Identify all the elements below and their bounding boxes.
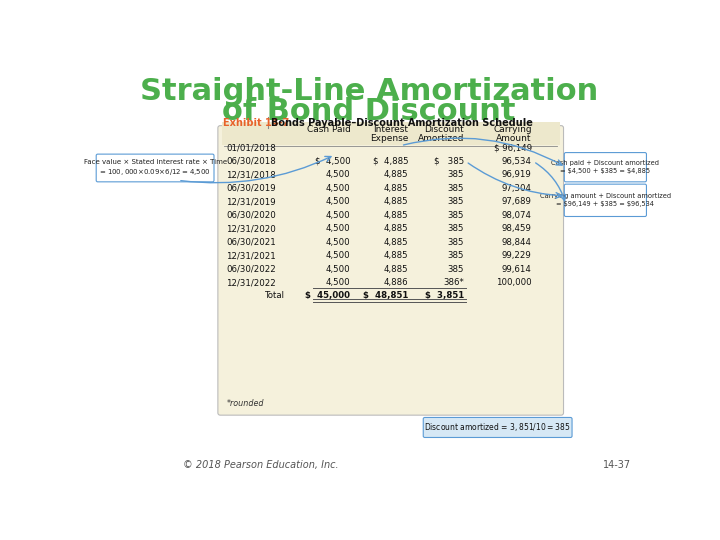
Text: $   385: $ 385 xyxy=(434,157,464,166)
Text: 4,500: 4,500 xyxy=(325,211,351,220)
Text: 98,844: 98,844 xyxy=(502,238,532,247)
Text: Discount amortized = $3,851 / 10 = $385: Discount amortized = $3,851 / 10 = $385 xyxy=(424,421,571,434)
Text: Interest: Interest xyxy=(374,125,408,134)
Text: 385: 385 xyxy=(448,171,464,179)
Text: 4,500: 4,500 xyxy=(325,265,351,274)
Text: 98,459: 98,459 xyxy=(502,224,532,233)
Text: 4,885: 4,885 xyxy=(384,224,408,233)
Text: 96,534: 96,534 xyxy=(502,157,532,166)
Text: Expense: Expense xyxy=(370,134,408,143)
Text: Bonds Payable–Discount Amortization Schedule: Bonds Payable–Discount Amortization Sche… xyxy=(271,118,534,129)
Text: 14-37: 14-37 xyxy=(603,460,631,470)
Text: 01/01/2018: 01/01/2018 xyxy=(226,144,276,152)
Text: © 2018 Pearson Education, Inc.: © 2018 Pearson Education, Inc. xyxy=(183,460,338,470)
Text: 12/31/2018: 12/31/2018 xyxy=(226,171,276,179)
Text: 385: 385 xyxy=(448,251,464,260)
Text: Straight-Line Amortization: Straight-Line Amortization xyxy=(140,77,598,106)
Text: 98,074: 98,074 xyxy=(502,211,532,220)
Text: 96,919: 96,919 xyxy=(502,171,532,179)
Text: 4,885: 4,885 xyxy=(384,238,408,247)
Text: 06/30/2021: 06/30/2021 xyxy=(226,238,276,247)
Text: 4,500: 4,500 xyxy=(325,238,351,247)
Text: 06/30/2018: 06/30/2018 xyxy=(226,157,276,166)
Text: 385: 385 xyxy=(448,211,464,220)
Text: 12/31/2020: 12/31/2020 xyxy=(226,224,276,233)
Text: $  4,500: $ 4,500 xyxy=(315,157,351,166)
Text: 4,500: 4,500 xyxy=(325,197,351,206)
Text: 4,885: 4,885 xyxy=(384,265,408,274)
Text: 385: 385 xyxy=(448,197,464,206)
Text: Amortized: Amortized xyxy=(418,134,464,143)
Text: 100,000: 100,000 xyxy=(496,278,532,287)
Text: 4,885: 4,885 xyxy=(384,184,408,193)
Text: 99,229: 99,229 xyxy=(502,251,532,260)
Text: Carrying amount + Discount amortized
= $96,149 + $385 = $96,534: Carrying amount + Discount amortized = $… xyxy=(540,193,671,207)
Text: Total: Total xyxy=(264,291,284,300)
Text: 12/31/2022: 12/31/2022 xyxy=(226,278,276,287)
Text: $  3,851: $ 3,851 xyxy=(425,291,464,300)
Text: $  4,885: $ 4,885 xyxy=(373,157,408,166)
Text: 385: 385 xyxy=(448,265,464,274)
Text: 4,500: 4,500 xyxy=(325,251,351,260)
Text: 4,885: 4,885 xyxy=(384,211,408,220)
Text: 97,689: 97,689 xyxy=(502,197,532,206)
Text: 97,304: 97,304 xyxy=(502,184,532,193)
Text: 4,500: 4,500 xyxy=(325,171,351,179)
Text: Cash paid + Discount amortized
= $4,500 + $385 = $4,885: Cash paid + Discount amortized = $4,500 … xyxy=(552,160,660,174)
Text: $ 96,149: $ 96,149 xyxy=(494,144,532,152)
Text: 99,614: 99,614 xyxy=(502,265,532,274)
Text: 4,885: 4,885 xyxy=(384,197,408,206)
FancyBboxPatch shape xyxy=(423,417,572,437)
Text: 4,500: 4,500 xyxy=(325,278,351,287)
Text: Discount: Discount xyxy=(425,125,464,134)
Text: 06/30/2019: 06/30/2019 xyxy=(226,184,276,193)
Text: 4,500: 4,500 xyxy=(325,184,351,193)
Text: Amount: Amount xyxy=(496,134,532,143)
Text: Cash Paid: Cash Paid xyxy=(307,125,351,134)
Text: 386*: 386* xyxy=(444,278,464,287)
Text: $  48,851: $ 48,851 xyxy=(363,291,408,300)
FancyBboxPatch shape xyxy=(564,153,647,182)
Text: *rounded: *rounded xyxy=(226,399,264,408)
Text: 06/30/2020: 06/30/2020 xyxy=(226,211,276,220)
FancyBboxPatch shape xyxy=(564,184,647,217)
Text: 4,886: 4,886 xyxy=(384,278,408,287)
FancyBboxPatch shape xyxy=(96,154,214,182)
Text: Exhibit 14-7: Exhibit 14-7 xyxy=(223,118,289,129)
Text: 06/30/2022: 06/30/2022 xyxy=(226,265,276,274)
Text: 385: 385 xyxy=(448,238,464,247)
Text: Carrying: Carrying xyxy=(493,125,532,134)
Text: 4,885: 4,885 xyxy=(384,171,408,179)
Text: 385: 385 xyxy=(448,224,464,233)
Text: 12/31/2021: 12/31/2021 xyxy=(226,251,276,260)
Text: 4,885: 4,885 xyxy=(384,251,408,260)
Text: 385: 385 xyxy=(448,184,464,193)
FancyBboxPatch shape xyxy=(218,126,564,415)
Text: $  45,000: $ 45,000 xyxy=(305,291,351,300)
Text: 4,500: 4,500 xyxy=(325,224,351,233)
Text: of Bond Discount: of Bond Discount xyxy=(222,97,516,125)
FancyBboxPatch shape xyxy=(222,122,559,145)
Text: Face value × Stated interest rate × Time
= $100,000 × 0.09 × 6/12 = $4,500: Face value × Stated interest rate × Time… xyxy=(84,159,227,177)
Text: 12/31/2019: 12/31/2019 xyxy=(226,197,276,206)
